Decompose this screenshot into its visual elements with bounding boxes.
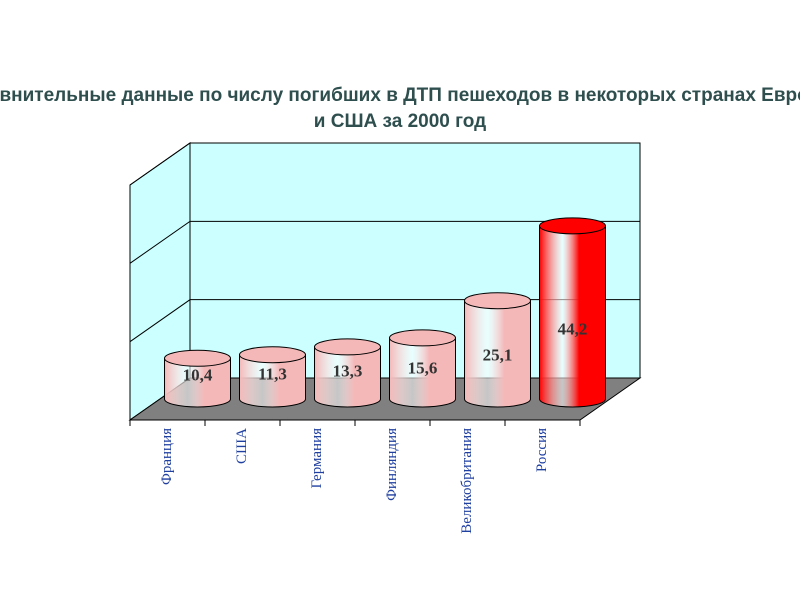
bar	[464, 300, 531, 408]
data-label: 44,2	[558, 319, 588, 338]
bar	[314, 346, 381, 408]
chart-title: Сравнительные данные по числу погибших в…	[0, 85, 800, 132]
bar-top	[239, 346, 306, 364]
data-label: 13,3	[333, 362, 363, 381]
bar-top	[539, 217, 606, 235]
x-tick-label: Германия	[309, 428, 325, 489]
bar-top	[314, 338, 381, 356]
bar-top	[389, 329, 456, 347]
bar-top	[164, 349, 231, 367]
bar	[389, 337, 456, 408]
title-line: Сравнительные данные по числу погибших в…	[0, 85, 800, 106]
grid-line	[129, 220, 640, 264]
bar	[239, 354, 306, 408]
x-tick-label: Великобритания	[459, 428, 475, 534]
data-label: 11,3	[258, 364, 287, 383]
x-tick-label: Россия	[534, 428, 550, 472]
bar	[164, 357, 231, 408]
data-label: 15,6	[408, 359, 438, 378]
x-tick-label: Франция	[159, 428, 175, 485]
grid-line	[129, 142, 640, 186]
bar-top	[464, 292, 531, 310]
data-label: 10,4	[183, 366, 213, 385]
bar	[539, 225, 606, 408]
data-label: 25,1	[483, 345, 513, 364]
title-line: и США за 2000 год	[314, 111, 486, 132]
x-tick-label: США	[234, 428, 250, 464]
x-tick-label: Финляндия	[384, 428, 400, 501]
